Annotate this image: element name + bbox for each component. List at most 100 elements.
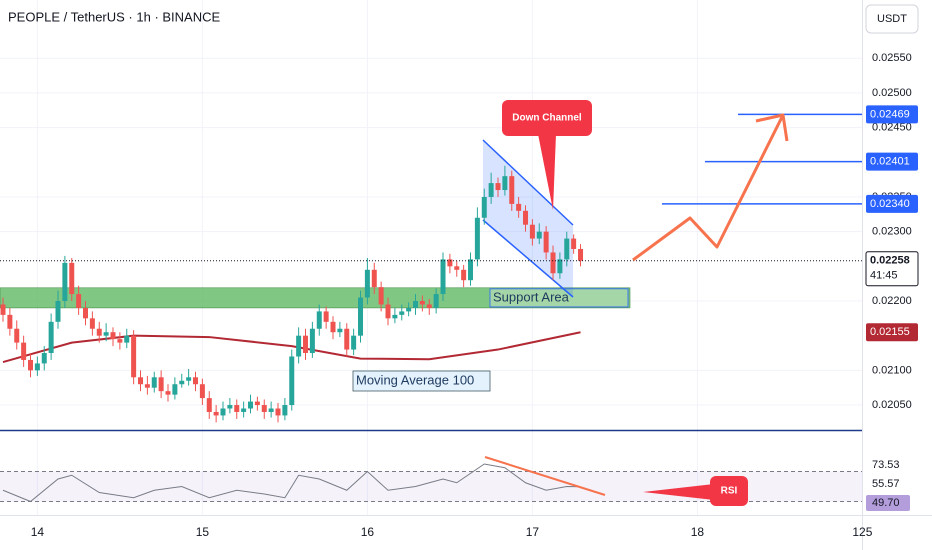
candle-body — [282, 405, 288, 416]
last-price-label: 0.02258 — [870, 255, 910, 267]
support-zone — [0, 287, 631, 309]
candle-body — [7, 314, 13, 329]
candle-body — [488, 183, 494, 197]
candle-body — [179, 380, 185, 385]
candle-body — [124, 335, 130, 343]
candle-body — [151, 377, 157, 388]
candle-body — [371, 269, 377, 288]
candle-body — [337, 328, 343, 333]
ma-axis-box — [866, 323, 918, 342]
moving-average-layer: Moving Average 100 — [2, 331, 581, 392]
candles — [0, 165, 584, 423]
level-label: 0.02340 — [870, 198, 910, 210]
candle-body — [241, 408, 247, 412]
candle-body — [34, 363, 40, 371]
candle-body — [144, 384, 150, 388]
support-zone-layer: Support Area — [0, 287, 631, 309]
x-tick-label: 17 — [526, 525, 540, 539]
candle-body — [261, 405, 267, 412]
y-tick-label: 0.02050 — [872, 399, 912, 411]
levels — [0, 113, 862, 262]
level-label-box — [866, 194, 918, 213]
rsi-line — [2, 463, 581, 503]
rsi-value-box — [866, 495, 910, 511]
candle-body — [0, 304, 6, 315]
channel-upper — [482, 139, 574, 226]
candle-body — [62, 262, 68, 301]
rsi-value-label: 73.53 — [872, 459, 900, 471]
candle-body — [275, 408, 281, 416]
candle-body — [523, 210, 529, 225]
projection-arrow — [632, 114, 785, 262]
candle-body — [323, 311, 329, 322]
x-tick-label: 16 — [361, 525, 375, 539]
candle-body — [316, 311, 322, 329]
candle-body — [468, 259, 474, 281]
candle-body — [199, 384, 205, 399]
candle-body — [41, 353, 47, 364]
candle-body — [529, 224, 535, 239]
currency-button[interactable] — [865, 4, 919, 34]
candle-body — [69, 262, 75, 295]
candle-body — [399, 311, 405, 315]
candle-body — [481, 196, 487, 218]
candle-body — [502, 176, 508, 191]
candle-body — [206, 398, 212, 412]
candle-body — [138, 377, 144, 385]
y-tick-label: 0.02550 — [872, 52, 912, 64]
candle-body — [186, 377, 192, 381]
candle-body — [358, 297, 364, 336]
support-label-box — [489, 288, 629, 308]
candle-body — [89, 318, 95, 329]
candle-body — [254, 401, 260, 406]
rsi-callout-pointer — [643, 484, 714, 500]
candle-body — [536, 231, 542, 239]
currency[interactable]: USDT — [877, 13, 907, 25]
x-tick-label: 14 — [31, 525, 45, 539]
candle-body — [378, 287, 384, 305]
rsi-value-label: 49.70 — [872, 497, 900, 509]
candle-body — [413, 301, 419, 308]
candle-body — [83, 307, 89, 319]
candle-body — [248, 401, 254, 409]
candle-body — [131, 335, 137, 378]
support-label: Support Area — [493, 289, 570, 304]
y-tick-label: 0.02300 — [872, 226, 912, 238]
candle-body — [461, 269, 467, 281]
candle-body — [172, 384, 178, 395]
candle-body — [96, 328, 102, 336]
chart-title: PEOPLE / TetherUS · 1h · BINANCE — [8, 9, 220, 24]
candle-body — [447, 259, 453, 267]
candle-body — [495, 183, 501, 191]
candle-body — [103, 332, 109, 336]
candle-body — [474, 217, 480, 260]
candle-body — [21, 342, 27, 360]
candle-body — [344, 328, 350, 350]
candle-body — [419, 301, 425, 305]
candle-body — [289, 356, 295, 406]
candle-body — [571, 238, 577, 249]
callout-pointer — [538, 134, 556, 210]
candle-body — [426, 304, 432, 308]
candle-body — [268, 408, 274, 412]
candle-body — [433, 294, 439, 308]
ma-label: Moving Average 100 — [356, 372, 474, 387]
rsi-value-label: 55.57 — [872, 478, 900, 490]
candle-body — [213, 411, 219, 416]
candle-body — [165, 391, 171, 395]
channel-lower — [482, 219, 574, 298]
candle-body — [28, 359, 34, 371]
candle-body — [406, 307, 412, 312]
candle-body — [330, 321, 336, 333]
y-tick-label: 0.02450 — [872, 122, 912, 134]
candle-body — [117, 339, 123, 343]
y-tick-label: 0.02200 — [872, 295, 912, 307]
callout-text: Down Channel — [512, 113, 582, 124]
ma-label-box — [352, 370, 491, 392]
candle-body — [48, 321, 54, 354]
candle-body — [440, 259, 446, 295]
candle-body — [543, 231, 549, 253]
candle-body — [516, 203, 522, 211]
x-tick-label: 18 — [691, 525, 705, 539]
